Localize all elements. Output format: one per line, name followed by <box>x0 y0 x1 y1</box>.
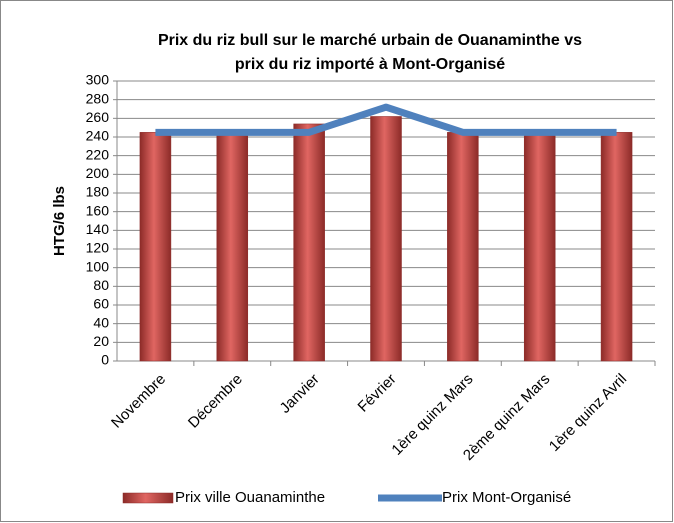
bar <box>293 123 325 362</box>
y-tick-label: 20 <box>93 333 109 349</box>
legend-label: Prix ville Ouanaminthe <box>175 489 325 506</box>
y-tick-label: 240 <box>86 128 110 144</box>
y-tick-label: 300 <box>86 72 110 88</box>
chart-title: prix du riz importé à Mont-Organisé <box>235 56 505 73</box>
y-tick-label: 280 <box>86 90 110 106</box>
y-tick-label: 60 <box>93 296 109 312</box>
y-tick-label: 180 <box>86 184 110 200</box>
bar <box>370 116 402 362</box>
y-tick-label: 140 <box>86 221 110 237</box>
bar <box>523 134 556 362</box>
line <box>155 103 617 136</box>
y-axis-label: HTG/6 lbs <box>51 186 68 256</box>
y-tick-label: 0 <box>101 352 109 368</box>
bar <box>216 134 249 362</box>
y-tick-label: 220 <box>86 146 110 162</box>
bar <box>447 132 479 362</box>
chart-title: Prix du riz bull sur le marché urbain de… <box>158 32 582 49</box>
y-tick-label: 200 <box>86 165 110 181</box>
bar <box>139 132 172 362</box>
legend-label: Prix Mont-Organisé <box>442 489 571 506</box>
bar <box>600 132 633 362</box>
y-tick-label: 100 <box>86 258 110 274</box>
y-tick-label: 40 <box>93 314 109 330</box>
y-tick-label: 160 <box>86 202 110 218</box>
y-tick-label: 120 <box>86 240 110 256</box>
y-tick-label: 80 <box>93 277 109 293</box>
legend-swatch <box>122 492 174 504</box>
y-tick-label: 260 <box>86 109 110 125</box>
